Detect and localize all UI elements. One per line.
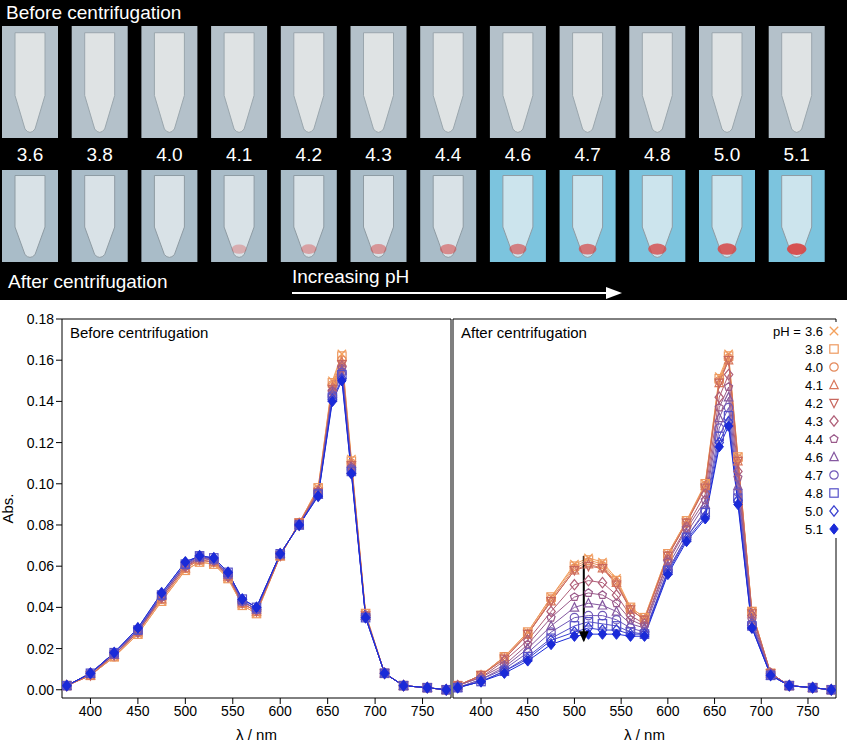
svg-text:550: 550 [609,703,633,719]
svg-text:0.04: 0.04 [27,599,54,615]
svg-text:0.08: 0.08 [27,517,54,533]
svg-text:450: 450 [126,703,150,719]
html-text:4.1: 4.1 [804,377,823,393]
svg-text:0.12: 0.12 [27,435,54,451]
html-text:After centrifugation: After centrifugation [461,324,587,341]
svg-text:λ / nm: λ / nm [624,726,665,743]
svg-text:0.02: 0.02 [27,641,54,657]
svg-text:Abs.: Abs. [0,493,16,523]
svg-text:After centrifugation: After centrifugation [8,271,167,292]
svg-text:4.7: 4.7 [574,144,600,165]
svg-text:500: 500 [563,703,587,719]
svg-text:750: 750 [796,703,820,719]
svg-text:Before centrifugation: Before centrifugation [6,2,181,23]
svg-text:700: 700 [750,703,774,719]
svg-text:650: 650 [703,703,727,719]
svg-text:0.16: 0.16 [27,352,54,368]
html-text:pH = 3.6: pH = 3.6 [773,323,823,339]
svg-text:600: 600 [269,703,293,719]
svg-text:4.0: 4.0 [156,144,182,165]
svg-text:650: 650 [316,703,340,719]
html-text:5.0: 5.0 [804,503,823,519]
svg-text:Increasing pH: Increasing pH [292,266,409,287]
svg-text:0.14: 0.14 [27,393,54,409]
svg-text:0.06: 0.06 [27,558,54,574]
svg-text:5.1: 5.1 [783,144,809,165]
svg-text:4.1: 4.1 [226,144,252,165]
svg-text:600: 600 [656,703,680,719]
html-text:5.1: 5.1 [804,521,823,537]
html-text:Before centrifugation: Before centrifugation [70,324,209,341]
html-text:3.8: 3.8 [804,341,823,357]
svg-text:λ / nm: λ / nm [236,726,277,743]
html-text:4.0: 4.0 [804,359,823,375]
html-text:4.8: 4.8 [804,485,823,501]
html-text:4.4: 4.4 [804,431,823,447]
svg-text:450: 450 [516,703,540,719]
svg-text:700: 700 [363,703,387,719]
svg-text:550: 550 [221,703,245,719]
svg-text:4.3: 4.3 [365,144,391,165]
svg-text:4.2: 4.2 [296,144,322,165]
svg-text:3.6: 3.6 [17,144,43,165]
svg-text:4.4: 4.4 [435,144,462,165]
svg-text:500: 500 [174,703,198,719]
html-text:4.7: 4.7 [804,467,823,483]
svg-text:750: 750 [411,703,435,719]
svg-text:4.8: 4.8 [644,144,670,165]
svg-text:0.18: 0.18 [27,311,54,327]
svg-text:400: 400 [469,703,493,719]
svg-text:5.0: 5.0 [714,144,740,165]
html-text:4.3: 4.3 [804,413,823,429]
html-text:4.2: 4.2 [804,395,823,411]
svg-text:4.6: 4.6 [505,144,531,165]
svg-text:3.8: 3.8 [86,144,112,165]
svg-text:0.00: 0.00 [27,682,54,698]
html-text:4.6: 4.6 [804,449,823,465]
svg-text:0.10: 0.10 [27,476,54,492]
svg-text:400: 400 [79,703,103,719]
